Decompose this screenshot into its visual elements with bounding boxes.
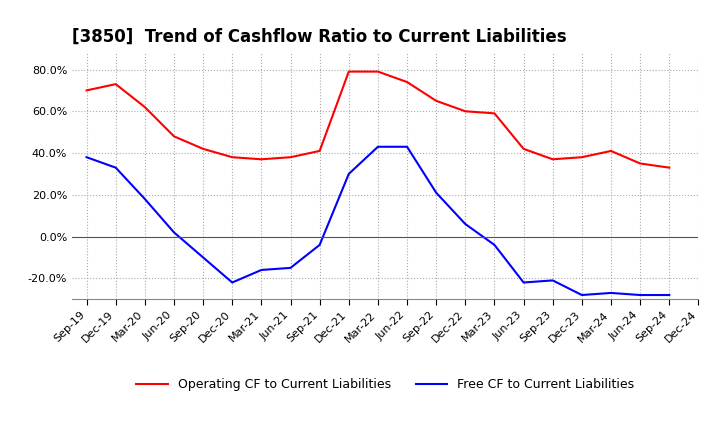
- Free CF to Current Liabilities: [402, 144, 411, 150]
- Operating CF to Current Liabilities: [549, 157, 557, 162]
- Free CF to Current Liabilities: [286, 265, 294, 271]
- Free CF to Current Liabilities: [315, 242, 324, 248]
- Operating CF to Current Liabilities: [461, 109, 469, 114]
- Line: Free CF to Current Liabilities: Free CF to Current Liabilities: [86, 147, 670, 295]
- Operating CF to Current Liabilities: [490, 111, 499, 116]
- Operating CF to Current Liabilities: [519, 146, 528, 151]
- Free CF to Current Liabilities: [170, 230, 179, 235]
- Text: [3850]  Trend of Cashflow Ratio to Current Liabilities: [3850] Trend of Cashflow Ratio to Curren…: [72, 28, 567, 46]
- Free CF to Current Liabilities: [519, 280, 528, 285]
- Operating CF to Current Liabilities: [228, 154, 237, 160]
- Legend: Operating CF to Current Liabilities, Free CF to Current Liabilities: Operating CF to Current Liabilities, Fre…: [131, 374, 639, 396]
- Operating CF to Current Liabilities: [665, 165, 674, 170]
- Free CF to Current Liabilities: [577, 293, 586, 298]
- Operating CF to Current Liabilities: [286, 154, 294, 160]
- Operating CF to Current Liabilities: [140, 104, 149, 110]
- Free CF to Current Liabilities: [549, 278, 557, 283]
- Free CF to Current Liabilities: [665, 293, 674, 298]
- Free CF to Current Liabilities: [199, 255, 207, 260]
- Operating CF to Current Liabilities: [577, 154, 586, 160]
- Free CF to Current Liabilities: [82, 154, 91, 160]
- Operating CF to Current Liabilities: [374, 69, 382, 74]
- Operating CF to Current Liabilities: [199, 146, 207, 151]
- Line: Operating CF to Current Liabilities: Operating CF to Current Liabilities: [86, 72, 670, 168]
- Operating CF to Current Liabilities: [170, 134, 179, 139]
- Free CF to Current Liabilities: [112, 165, 120, 170]
- Operating CF to Current Liabilities: [315, 148, 324, 154]
- Operating CF to Current Liabilities: [402, 79, 411, 84]
- Free CF to Current Liabilities: [490, 242, 499, 248]
- Free CF to Current Liabilities: [461, 221, 469, 227]
- Operating CF to Current Liabilities: [82, 88, 91, 93]
- Free CF to Current Liabilities: [140, 196, 149, 202]
- Free CF to Current Liabilities: [374, 144, 382, 150]
- Operating CF to Current Liabilities: [344, 69, 353, 74]
- Operating CF to Current Liabilities: [112, 81, 120, 87]
- Free CF to Current Liabilities: [228, 280, 237, 285]
- Operating CF to Current Liabilities: [432, 98, 441, 103]
- Free CF to Current Liabilities: [432, 190, 441, 195]
- Operating CF to Current Liabilities: [257, 157, 266, 162]
- Free CF to Current Liabilities: [257, 268, 266, 273]
- Operating CF to Current Liabilities: [636, 161, 644, 166]
- Free CF to Current Liabilities: [344, 171, 353, 176]
- Operating CF to Current Liabilities: [607, 148, 616, 154]
- Free CF to Current Liabilities: [607, 290, 616, 296]
- Free CF to Current Liabilities: [636, 293, 644, 298]
